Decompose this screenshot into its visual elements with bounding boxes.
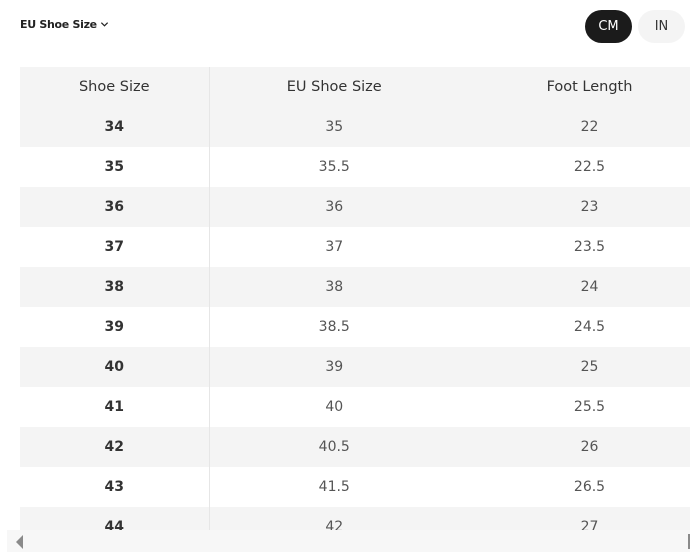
table-row: 40 39 25: [20, 347, 690, 387]
table-cell: 42: [325, 519, 344, 530]
table-cell: 35: [20, 147, 210, 187]
table-cell: 38: [20, 267, 210, 307]
unit-toggle: CM IN: [585, 10, 685, 43]
table-cell: 37: [325, 239, 344, 255]
table-row: 41 40 25.5: [20, 387, 690, 427]
table-cell: 37: [20, 227, 210, 267]
table-cell: 24.5: [573, 319, 606, 335]
table-cell: 40: [20, 347, 210, 387]
table-row: 38 38 24: [20, 267, 690, 307]
column-header: Foot Length: [546, 79, 633, 95]
table-cell: 39: [20, 307, 210, 347]
size-table-container: Shoe Size EU Shoe Size Foot Length 34 35 2…: [20, 67, 690, 530]
horizontal-scrollbar[interactable]: [7, 530, 690, 552]
table-row: 39 38.5 24.5: [20, 307, 690, 347]
table-cell: 27: [580, 519, 599, 530]
column-header: Shoe Size: [20, 67, 210, 107]
table-cell: 24: [580, 279, 599, 295]
table-cell: 23.5: [573, 239, 606, 255]
table-cell: 41.5: [318, 479, 350, 495]
table-row: 44 42 27: [20, 507, 690, 530]
table-row: 42 40.5 26: [20, 427, 690, 467]
table-cell: 35: [325, 119, 344, 135]
table-cell: 26.5: [573, 479, 606, 495]
unit-cm-button[interactable]: CM: [585, 10, 632, 43]
table-cell: 36: [325, 199, 344, 215]
size-system-label: EU Shoe Size: [20, 18, 97, 31]
table-header-row: Shoe Size EU Shoe Size Foot Length: [20, 67, 690, 107]
table-cell: 34: [20, 107, 210, 147]
scroll-left-icon[interactable]: [16, 535, 23, 549]
table-cell: 41: [20, 387, 210, 427]
column-header: EU Shoe Size: [286, 79, 382, 95]
table-cell: 36: [20, 187, 210, 227]
table-cell: 42: [20, 427, 210, 467]
table-cell: 40.5: [318, 439, 350, 455]
table-row: 37 37 23.5: [20, 227, 690, 267]
table-cell: 38.5: [318, 319, 350, 335]
table-cell: 25.5: [573, 399, 606, 415]
table-cell: 22: [580, 119, 599, 135]
table-cell: 23: [580, 199, 599, 215]
table-cell: 43: [20, 467, 210, 507]
chevron-down-icon: [100, 22, 108, 27]
table-row: 34 35 22: [20, 107, 690, 147]
table-cell: 38: [325, 279, 344, 295]
table-row: 43 41.5 26.5: [20, 467, 690, 507]
size-table: Shoe Size EU Shoe Size Foot Length 34 35 2…: [20, 67, 690, 530]
table-cell: 26: [580, 439, 599, 455]
unit-in-button[interactable]: IN: [638, 10, 685, 43]
table-row: 35 35.5 22.5: [20, 147, 690, 187]
table-cell: 40: [325, 399, 344, 415]
table-cell: 39: [325, 359, 344, 375]
table-cell: 22.5: [573, 159, 606, 175]
size-system-dropdown[interactable]: EU Shoe Size: [20, 18, 109, 31]
table-cell: 35.5: [318, 159, 350, 175]
table-cell: 44: [20, 507, 210, 530]
table-row: 36 36 23: [20, 187, 690, 227]
table-cell: 25: [580, 359, 599, 375]
scroll-right-icon[interactable]: [688, 534, 690, 549]
